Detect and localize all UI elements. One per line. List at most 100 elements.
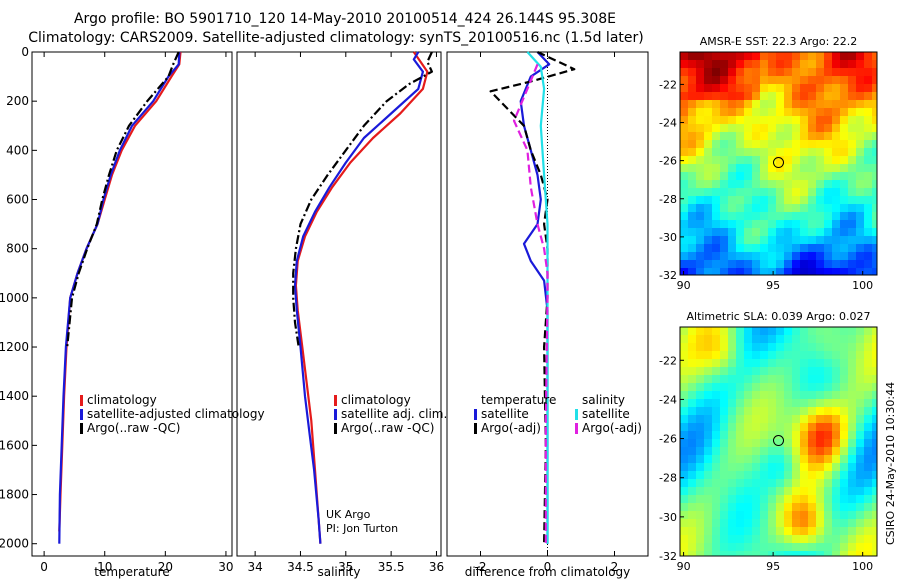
figure-title-line2: Climatology: CARS2009. Satellite-adjuste… (28, 30, 643, 46)
map-cell (776, 108, 784, 116)
map-cell (728, 487, 736, 495)
map-cell (848, 343, 856, 351)
map-cell (808, 359, 816, 367)
map-cell (792, 196, 800, 204)
map-cell (848, 535, 856, 543)
map-cell (768, 252, 776, 260)
map-cell (872, 196, 877, 204)
map-cell (800, 423, 808, 431)
map-cell (736, 180, 744, 188)
map-cell (728, 164, 736, 172)
map-cell (800, 335, 808, 343)
map-cell (712, 180, 720, 188)
map-cell (808, 116, 816, 124)
map-cell (696, 180, 704, 188)
map-cell (768, 335, 776, 343)
map-cell (784, 335, 792, 343)
map-cell (800, 551, 808, 556)
map-cell (848, 551, 856, 556)
map-cell (824, 236, 832, 244)
map-cell (872, 391, 877, 399)
map-cell (776, 84, 784, 92)
map-cell (776, 196, 784, 204)
map-cell (680, 180, 688, 188)
map-cell (848, 188, 856, 196)
map-cell (776, 399, 784, 407)
map-cell (824, 359, 832, 367)
map-cell (808, 399, 816, 407)
map-cell (816, 447, 824, 455)
map-cell (696, 100, 704, 108)
map-cell (824, 212, 832, 220)
map-cell (768, 172, 776, 180)
map-cell (696, 415, 704, 423)
map-cell (680, 220, 688, 228)
map-cell (776, 343, 784, 351)
map-cell (808, 236, 816, 244)
map-cell (792, 447, 800, 455)
map-cell (744, 503, 752, 511)
map-cell (832, 172, 840, 180)
map-cell (704, 327, 712, 335)
map-cell (824, 407, 832, 415)
map-cell (824, 220, 832, 228)
map-cell (688, 407, 696, 415)
map-cell (760, 140, 768, 148)
map-cell (712, 76, 720, 84)
map-cell (696, 196, 704, 204)
map-cell (872, 327, 877, 335)
map-cell (872, 367, 877, 375)
map-cell (688, 463, 696, 471)
y-tick-label: 2000 (0, 537, 29, 551)
map-cell (816, 327, 824, 335)
map-cell (688, 479, 696, 487)
map-cell (744, 52, 752, 60)
map-cell (728, 204, 736, 212)
map-cell (864, 228, 872, 236)
map-cell (864, 84, 872, 92)
map-cell (832, 156, 840, 164)
map-cell (872, 359, 877, 367)
map-cell (760, 108, 768, 116)
map-cell (744, 132, 752, 140)
map-cell (728, 260, 736, 268)
map-cell (704, 527, 712, 535)
map-cell (704, 543, 712, 551)
map-cell (688, 116, 696, 124)
map-cell (768, 92, 776, 100)
map-cell (840, 68, 848, 76)
map-cell (792, 116, 800, 124)
map-cell (776, 335, 784, 343)
map-cell (784, 188, 792, 196)
map-cell (832, 415, 840, 423)
map-cell (856, 535, 864, 543)
map-cell (696, 252, 704, 260)
map-cell (768, 527, 776, 535)
map-cell (688, 535, 696, 543)
map-cell (712, 487, 720, 495)
map-cell (808, 124, 816, 132)
map-cell (760, 391, 768, 399)
map-cell (808, 244, 816, 252)
map-cell (752, 447, 760, 455)
map-cell (752, 228, 760, 236)
map-cell (848, 327, 856, 335)
map-cell (808, 391, 816, 399)
map-cell (808, 252, 816, 260)
map-cell (744, 268, 752, 275)
map-cell (712, 431, 720, 439)
map-cell (728, 52, 736, 60)
map-cell (824, 551, 832, 556)
y-tick-label: -22 (659, 354, 677, 367)
map-cell (816, 415, 824, 423)
map-cell (848, 92, 856, 100)
map-cell (856, 132, 864, 140)
map-cell (768, 487, 776, 495)
map-cell (768, 383, 776, 391)
map-cell (848, 244, 856, 252)
map-cell (768, 495, 776, 503)
map-cell (728, 124, 736, 132)
map-cell (680, 100, 688, 108)
map-cell (800, 543, 808, 551)
